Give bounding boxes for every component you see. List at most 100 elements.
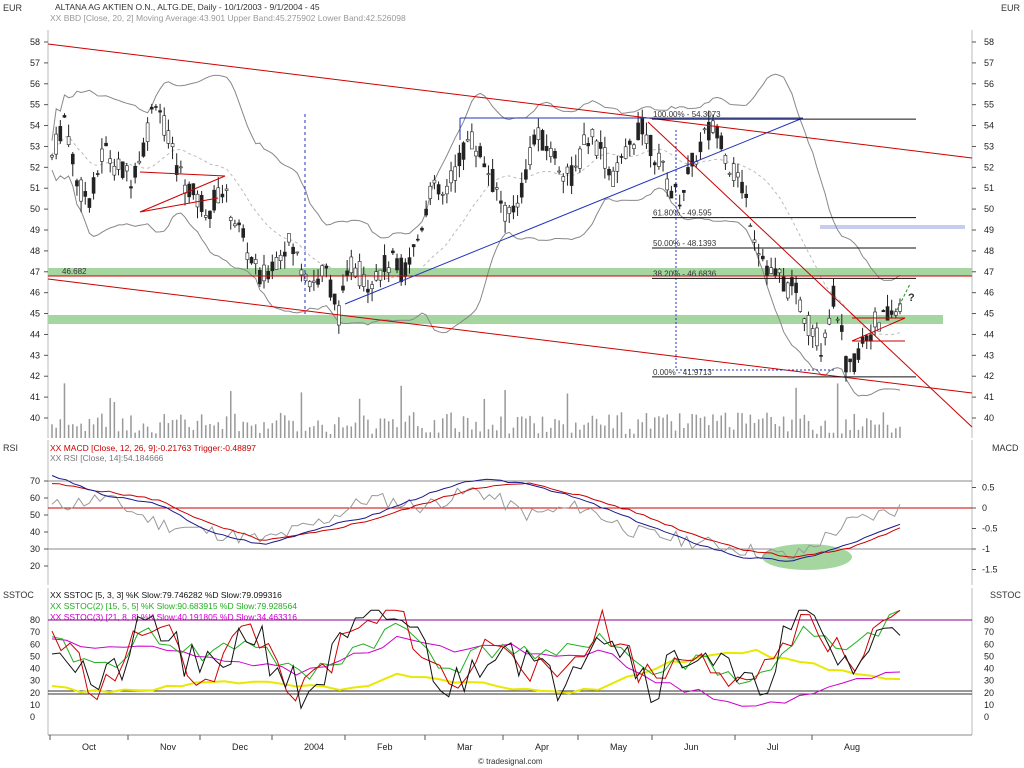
candle-body [785, 282, 790, 299]
volume-bars [51, 383, 901, 438]
price-tick-left: 54 [30, 121, 40, 131]
candle-body [665, 178, 670, 191]
candle-body [544, 146, 549, 152]
price-tick-left: 56 [30, 79, 40, 89]
candle-body [295, 251, 300, 254]
candle-body [120, 161, 125, 178]
price-tick-right: 45 [984, 309, 994, 319]
candle-body [819, 355, 823, 357]
candle-body [777, 268, 782, 274]
bollinger-upper-band [51, 73, 901, 281]
sstoc-tick-right: 30 [984, 676, 994, 686]
candle-body [885, 306, 890, 321]
candle-body [378, 269, 383, 281]
candle-body [765, 265, 769, 276]
rsi-tick: 60 [30, 493, 40, 503]
macd-label: MACD [992, 443, 1019, 453]
candle-body [428, 185, 433, 199]
sstoc-tick-right: 10 [984, 700, 994, 710]
candle-body [274, 257, 279, 270]
candle-body [615, 162, 620, 172]
price-tick-right: 42 [984, 371, 994, 381]
flag-pattern [139, 171, 226, 213]
support-zone-lower [48, 315, 943, 324]
price-tick-left: 47 [30, 267, 40, 277]
candle-body [578, 148, 582, 169]
candle-body [519, 182, 524, 198]
candle-body [411, 244, 416, 248]
candle-body [603, 147, 607, 169]
price-tick-right: 40 [984, 413, 994, 423]
price-tick-right: 53 [984, 141, 994, 151]
candle-body [58, 126, 63, 142]
candle-body [582, 134, 586, 145]
x-tick-label: Mar [457, 742, 473, 752]
support-label: 46.682 [62, 267, 87, 276]
candle-body [611, 170, 615, 187]
candle-body [282, 251, 287, 257]
candle-body [245, 252, 250, 260]
candle-body [877, 322, 882, 332]
macd-header: XX MACD [Close, 12, 26, 9]:-0.21763 Trig… [50, 443, 256, 453]
candle-body [719, 135, 724, 150]
macd-trigger-line [51, 482, 901, 558]
candle-body [852, 353, 857, 372]
candle-body [174, 165, 179, 175]
candle-body [216, 187, 221, 204]
x-tick-label: Nov [160, 742, 177, 752]
candle-body [307, 281, 312, 288]
sstoc2-line [51, 609, 901, 685]
rsi-tick: 50 [30, 510, 40, 520]
trend-channel-upper [47, 43, 973, 159]
sstoc-label-right: SSTOC [990, 590, 1021, 600]
sstoc3-line [51, 635, 901, 707]
candle-body [162, 115, 167, 136]
candle-body [332, 293, 337, 305]
candle-body [112, 165, 117, 176]
candle-body [224, 188, 229, 191]
candle-body [619, 156, 624, 158]
price-tick-left: 46 [30, 288, 40, 298]
candle-body [794, 282, 798, 293]
price-tick-left: 43 [30, 350, 40, 360]
macd-tick: -1.5 [982, 565, 998, 575]
price-tick-right: 52 [984, 162, 994, 172]
candle-body [154, 106, 158, 108]
unit-right: EUR [1001, 3, 1021, 13]
candle-body [632, 144, 636, 149]
candle-body [827, 317, 832, 325]
price-tick-left: 58 [30, 37, 40, 47]
candle-body [549, 148, 553, 157]
candle-body [87, 198, 92, 208]
candle-body [557, 170, 561, 173]
price-tick-left: 53 [30, 141, 40, 151]
candle-body [586, 143, 591, 147]
candle-body [179, 166, 183, 169]
candle-body [195, 193, 200, 208]
sstoc-tick-left: 20 [30, 688, 40, 698]
candle-body [798, 299, 803, 312]
macd-tick: -1 [982, 544, 990, 554]
candle-body [561, 176, 566, 182]
price-tick-right: 46 [984, 288, 994, 298]
candle-body [349, 256, 354, 273]
candle-body [528, 147, 532, 166]
candle-body [486, 173, 491, 176]
rsi-tick: 40 [30, 527, 40, 537]
candle-body [220, 193, 225, 198]
fib-label: 38.20% - 46.6836 [653, 269, 717, 278]
question-mark: ? [908, 292, 915, 304]
price-tick-right: 50 [984, 204, 994, 214]
candle-body [781, 276, 786, 292]
sstoc1-header: XX SSTOC [5, 3, 3] %K Slow:79.746282 %D … [50, 590, 282, 600]
price-grid [47, 30, 973, 438]
price-tick-left: 55 [30, 100, 40, 110]
price-tick-right: 58 [984, 37, 994, 47]
candle-body [303, 273, 308, 282]
bollinger-header: XX BBD [Close, 20, 2] Moving Average:43.… [50, 13, 406, 23]
sstoc1-k-line [51, 609, 901, 710]
sstoc1-d-line [51, 608, 901, 702]
price-tick-left: 40 [30, 413, 40, 423]
candle-body [470, 131, 474, 150]
